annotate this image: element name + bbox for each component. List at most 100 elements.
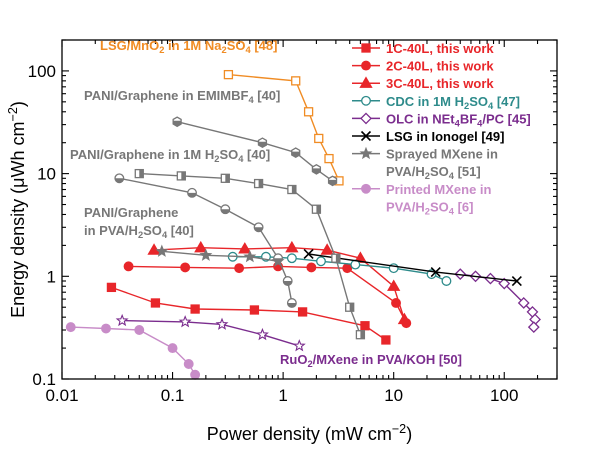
data-point-fill [221, 209, 230, 214]
data-point-fill [115, 178, 124, 183]
x-tick-label: 0.01 [45, 386, 78, 405]
legend-marker [359, 76, 373, 88]
data-point [249, 305, 260, 315]
legend-item-7: Printed MXene in PVA/H2​SO4​ [6] [352, 182, 492, 216]
data-point-fill [287, 302, 297, 308]
data-point [320, 243, 334, 255]
data-point [324, 153, 334, 164]
data-point [101, 323, 111, 334]
data-point [303, 107, 314, 117]
data-point-fill [258, 141, 267, 148]
data-point [381, 335, 391, 345]
series-line [128, 265, 407, 324]
data-point-fill [291, 151, 300, 158]
legend-item-2: 3C-40L, this work [352, 76, 494, 91]
data-point [65, 322, 76, 333]
annotation-0: LSG/MnO2​ in 1M Na2​SO4​ [48] [100, 38, 277, 55]
legend-label: Sprayed MXene in [386, 147, 498, 162]
data-point [527, 321, 540, 334]
series-2 [147, 240, 412, 325]
data-point [397, 312, 412, 325]
series-7 [65, 322, 201, 380]
data-point-fill [173, 120, 182, 127]
data-point [183, 359, 194, 369]
data-point-fill [316, 205, 321, 214]
legend-label: 1C-40L, this work [386, 41, 494, 56]
legend-marker [361, 183, 371, 194]
data-point [297, 307, 308, 317]
data-point-fill [335, 254, 340, 263]
series-5 [303, 248, 522, 287]
data-point [498, 277, 511, 290]
data-point [303, 248, 314, 260]
legend-item-0: 1C-40L, this work [352, 41, 494, 56]
plot-frame [61, 39, 558, 380]
data-point [441, 276, 452, 286]
legend-item-4: OLC in NEt4​BF4​/PC [45] [352, 111, 531, 128]
legend-marker [361, 60, 371, 71]
data-point [285, 240, 299, 253]
data-point [286, 253, 297, 264]
legend-label: 3C-40L, this work [386, 76, 494, 91]
data-point [167, 343, 178, 354]
annotation-layer: LSG/MnO2​ in 1M Na2​SO4​ [48] PANI/Graphe… [70, 38, 462, 369]
legend-marker [361, 43, 371, 53]
legend-label: OLC in NEt4​BF4​/PC [45] [386, 111, 531, 128]
legend-marker [360, 130, 372, 142]
data-point [430, 266, 441, 278]
data-point-fill [360, 330, 365, 339]
legend-label: LSG in Ionogel [49] [386, 129, 504, 144]
data-point [511, 275, 522, 287]
legend-item-6: Sprayed MXene in PVA/H2​SO4​ [51] [352, 147, 498, 181]
data-point [360, 321, 370, 331]
data-point-fill [187, 192, 197, 198]
data-point [316, 256, 326, 267]
data-point-fill [291, 185, 296, 194]
data-point [215, 317, 229, 330]
annotation-4: RuO2​/MXene in PVA/KOH [50] [280, 352, 462, 369]
data-point [234, 263, 245, 274]
data-point-fill [181, 171, 186, 180]
data-point [190, 369, 201, 380]
data-point [238, 242, 252, 254]
legend-item-5: LSG in Ionogel [49] [352, 129, 504, 144]
x-axis-title: Power density (mW cm−2) [207, 422, 412, 444]
series-line [153, 246, 406, 320]
y-tick-label: 1 [47, 267, 56, 286]
x-tick-label: 0.1 [161, 386, 185, 405]
data-point [178, 315, 192, 328]
data-point [155, 244, 169, 257]
data-point-fill [312, 168, 321, 174]
annotation-2: PANI/Graphene in 1M H2​SO4​ [40] [70, 147, 270, 164]
annotation-3-line2: in PVA/H2​SO4​ [40] [84, 223, 194, 240]
data-point-fill [283, 281, 293, 286]
x-tick-label: 1 [278, 386, 287, 405]
x-tick-label: 10 [384, 386, 403, 405]
series-line [161, 250, 279, 262]
series-0 [106, 282, 391, 345]
legend-label: CDC in 1M H2​SO4​ [47] [386, 94, 520, 111]
data-point-fill [225, 174, 230, 183]
series-9 [172, 116, 338, 187]
data-point [150, 298, 161, 308]
legend-item-3: CDC in 1M H2​SO4​ [47] [352, 94, 520, 111]
data-point [180, 262, 191, 273]
data-point [199, 248, 213, 261]
data-point-fill [254, 227, 263, 232]
data-point [387, 279, 401, 291]
y-tick-label: 10 [37, 165, 56, 184]
data-point [190, 304, 200, 314]
data-point-fill [139, 169, 144, 178]
legend-label-2: PVA/H2​SO4​ [6] [386, 199, 473, 216]
data-point-fill [258, 179, 263, 188]
series-layer [65, 69, 541, 380]
data-point-fill [273, 258, 283, 263]
data-point [353, 251, 368, 263]
data-point [106, 282, 117, 293]
data-point [314, 133, 324, 144]
legend-label: 2C-40L, this work [386, 59, 494, 74]
data-point [223, 69, 234, 80]
y-axis-title: Energy density (μWh cm−2) [6, 101, 28, 318]
annotation-1: PANI/Graphene in EMIMBF4​ [40] [84, 88, 280, 105]
